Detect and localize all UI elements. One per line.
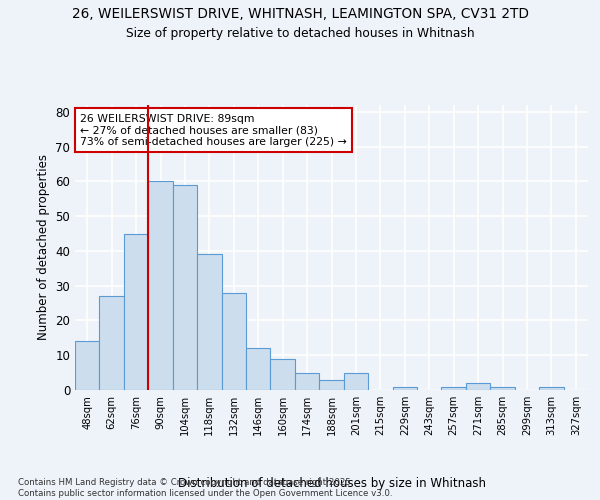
Bar bbox=[197, 254, 221, 390]
Bar bbox=[148, 182, 173, 390]
Y-axis label: Number of detached properties: Number of detached properties bbox=[37, 154, 50, 340]
Bar bbox=[466, 383, 490, 390]
Bar bbox=[392, 386, 417, 390]
Text: Size of property relative to detached houses in Whitnash: Size of property relative to detached ho… bbox=[125, 28, 475, 40]
Bar bbox=[490, 386, 515, 390]
Text: 26, WEILERSWIST DRIVE, WHITNASH, LEAMINGTON SPA, CV31 2TD: 26, WEILERSWIST DRIVE, WHITNASH, LEAMING… bbox=[71, 8, 529, 22]
Bar bbox=[221, 292, 246, 390]
Text: Contains HM Land Registry data © Crown copyright and database right 2025.
Contai: Contains HM Land Registry data © Crown c… bbox=[18, 478, 392, 498]
Bar bbox=[295, 372, 319, 390]
Bar bbox=[173, 185, 197, 390]
Bar bbox=[246, 348, 271, 390]
Bar bbox=[442, 386, 466, 390]
Bar bbox=[344, 372, 368, 390]
Bar bbox=[124, 234, 148, 390]
Text: 26 WEILERSWIST DRIVE: 89sqm
← 27% of detached houses are smaller (83)
73% of sem: 26 WEILERSWIST DRIVE: 89sqm ← 27% of det… bbox=[80, 114, 347, 147]
Bar bbox=[100, 296, 124, 390]
Bar bbox=[271, 358, 295, 390]
Bar bbox=[539, 386, 563, 390]
X-axis label: Distribution of detached houses by size in Whitnash: Distribution of detached houses by size … bbox=[178, 477, 485, 490]
Bar bbox=[75, 342, 100, 390]
Bar bbox=[319, 380, 344, 390]
